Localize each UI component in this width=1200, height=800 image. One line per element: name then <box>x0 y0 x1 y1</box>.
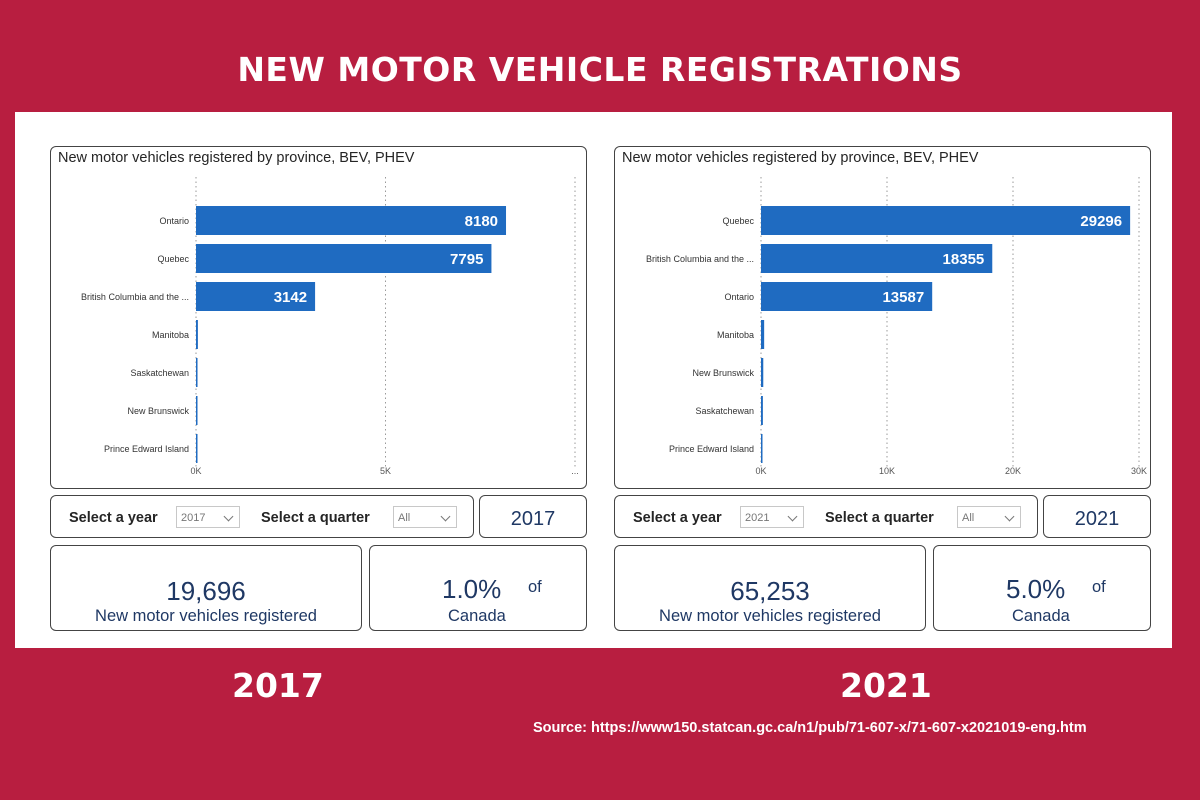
category-label: British Columbia and the ... <box>81 292 189 302</box>
kpi-canada-label: Canada <box>1012 607 1070 625</box>
tick-label: 0K <box>755 466 766 476</box>
category-label: Ontario <box>724 292 754 302</box>
kpi-canada-label: Canada <box>448 607 506 625</box>
data-label: 8180 <box>465 213 498 230</box>
kpi-of-label: of <box>528 578 542 596</box>
year-caption-2021: 2021 <box>840 666 932 705</box>
year-dropdown-value: 2017 <box>181 512 206 524</box>
kpi-count-label: New motor vehicles registered <box>659 607 881 625</box>
bar[interactable] <box>196 282 316 311</box>
year-display-card-2017: 2017 <box>479 495 587 538</box>
bar[interactable] <box>196 358 198 387</box>
tick-label: 5K <box>380 466 391 476</box>
bar-chart-2021: 0K 10K 20K 30K Quebec 29296 British Columbia a… <box>646 177 1147 476</box>
data-label: 18355 <box>943 251 985 268</box>
data-label: 13587 <box>882 289 924 306</box>
year-display: 2021 <box>1074 508 1120 530</box>
quarter-dropdown[interactable]: All <box>957 506 1021 528</box>
data-label: 7795 <box>450 251 483 268</box>
chevron-down-icon <box>1004 511 1015 522</box>
bar[interactable] <box>761 358 764 387</box>
kpi-percent-value: 1.0% <box>442 574 502 604</box>
bar[interactable] <box>196 244 492 273</box>
chart-card-2017: New motor vehicles registered by provinc… <box>50 146 587 489</box>
bar[interactable] <box>761 396 763 425</box>
kpi-percent-card-2017: 1.0% of Canada <box>369 545 587 631</box>
data-label: 29296 <box>1080 213 1122 230</box>
quarter-dropdown-value: All <box>962 512 975 524</box>
quarter-dropdown[interactable]: All <box>393 506 457 528</box>
page-title: NEW MOTOR VEHICLE REGISTRATIONS <box>237 50 963 89</box>
chart-card-2021: New motor vehicles registered by provinc… <box>614 146 1151 489</box>
tick-label: 30K <box>1131 466 1147 476</box>
year-display: 2017 <box>510 508 556 530</box>
tick-label: 20K <box>1005 466 1021 476</box>
bar[interactable] <box>761 244 993 273</box>
kpi-count-label: New motor vehicles registered <box>95 607 317 625</box>
selector-card-2021: Select a year 2021 Select a quarter All <box>614 495 1038 538</box>
bar[interactable] <box>761 434 763 463</box>
select-quarter-label: Select a quarter <box>825 510 934 526</box>
select-quarter-label: Select a quarter <box>261 510 370 526</box>
year-display-card-2021: 2021 <box>1043 495 1151 538</box>
category-label: Ontario <box>159 216 189 226</box>
bar[interactable] <box>196 396 198 425</box>
year-dropdown[interactable]: 2021 <box>740 506 804 528</box>
kpi-count-card-2021: 65,253 New motor vehicles registered <box>614 545 926 631</box>
category-label: Prince Edward Island <box>669 444 754 454</box>
data-label: 3142 <box>274 289 307 306</box>
category-label: British Columbia and the ... <box>646 254 754 264</box>
tick-label: 10K <box>879 466 895 476</box>
category-label: Saskatchewan <box>695 406 754 416</box>
bar[interactable] <box>196 206 507 235</box>
bar[interactable] <box>761 320 765 349</box>
selector-card-2017: Select a year 2017 Select a quarter All <box>50 495 474 538</box>
category-label: New Brunswick <box>127 406 189 416</box>
category-label: New Brunswick <box>692 368 754 378</box>
category-label: Quebec <box>722 216 754 226</box>
tick-label: 0K <box>190 466 201 476</box>
chevron-down-icon <box>223 511 234 522</box>
kpi-percent-card-2021: 5.0% of Canada <box>933 545 1151 631</box>
tick-label: ... <box>571 466 579 476</box>
select-year-label: Select a year <box>633 510 722 526</box>
bar[interactable] <box>761 282 933 311</box>
bar[interactable] <box>196 434 198 463</box>
quarter-dropdown-value: All <box>398 512 411 524</box>
chart-title: New motor vehicles registered by provinc… <box>58 150 415 166</box>
kpi-percent-value: 5.0% <box>1006 574 1066 604</box>
chevron-down-icon <box>787 511 798 522</box>
select-year-label: Select a year <box>69 510 158 526</box>
kpi-count-value: 65,253 <box>730 576 810 606</box>
chart-title: New motor vehicles registered by provinc… <box>622 150 979 166</box>
category-label: Manitoba <box>152 330 189 340</box>
bar-chart-2017: 0K 5K ... Ontario 8180 Quebec 7795 British Colu… <box>81 177 579 476</box>
bar[interactable] <box>196 320 198 349</box>
category-label: Prince Edward Island <box>104 444 189 454</box>
category-label: Manitoba <box>717 330 754 340</box>
category-label: Saskatchewan <box>130 368 189 378</box>
category-label: Quebec <box>157 254 189 264</box>
year-dropdown-value: 2021 <box>745 512 770 524</box>
kpi-count-card-2017: 19,696 New motor vehicles registered <box>50 545 362 631</box>
source-note: Source: https://www150.statcan.gc.ca/n1/… <box>533 720 1087 736</box>
year-dropdown[interactable]: 2017 <box>176 506 240 528</box>
bar[interactable] <box>761 206 1131 235</box>
kpi-of-label: of <box>1092 578 1106 596</box>
kpi-count-value: 19,696 <box>166 576 246 606</box>
chevron-down-icon <box>440 511 451 522</box>
dashboard-panel: New motor vehicles registered by provinc… <box>15 112 1172 648</box>
year-caption-2017: 2017 <box>232 666 324 705</box>
